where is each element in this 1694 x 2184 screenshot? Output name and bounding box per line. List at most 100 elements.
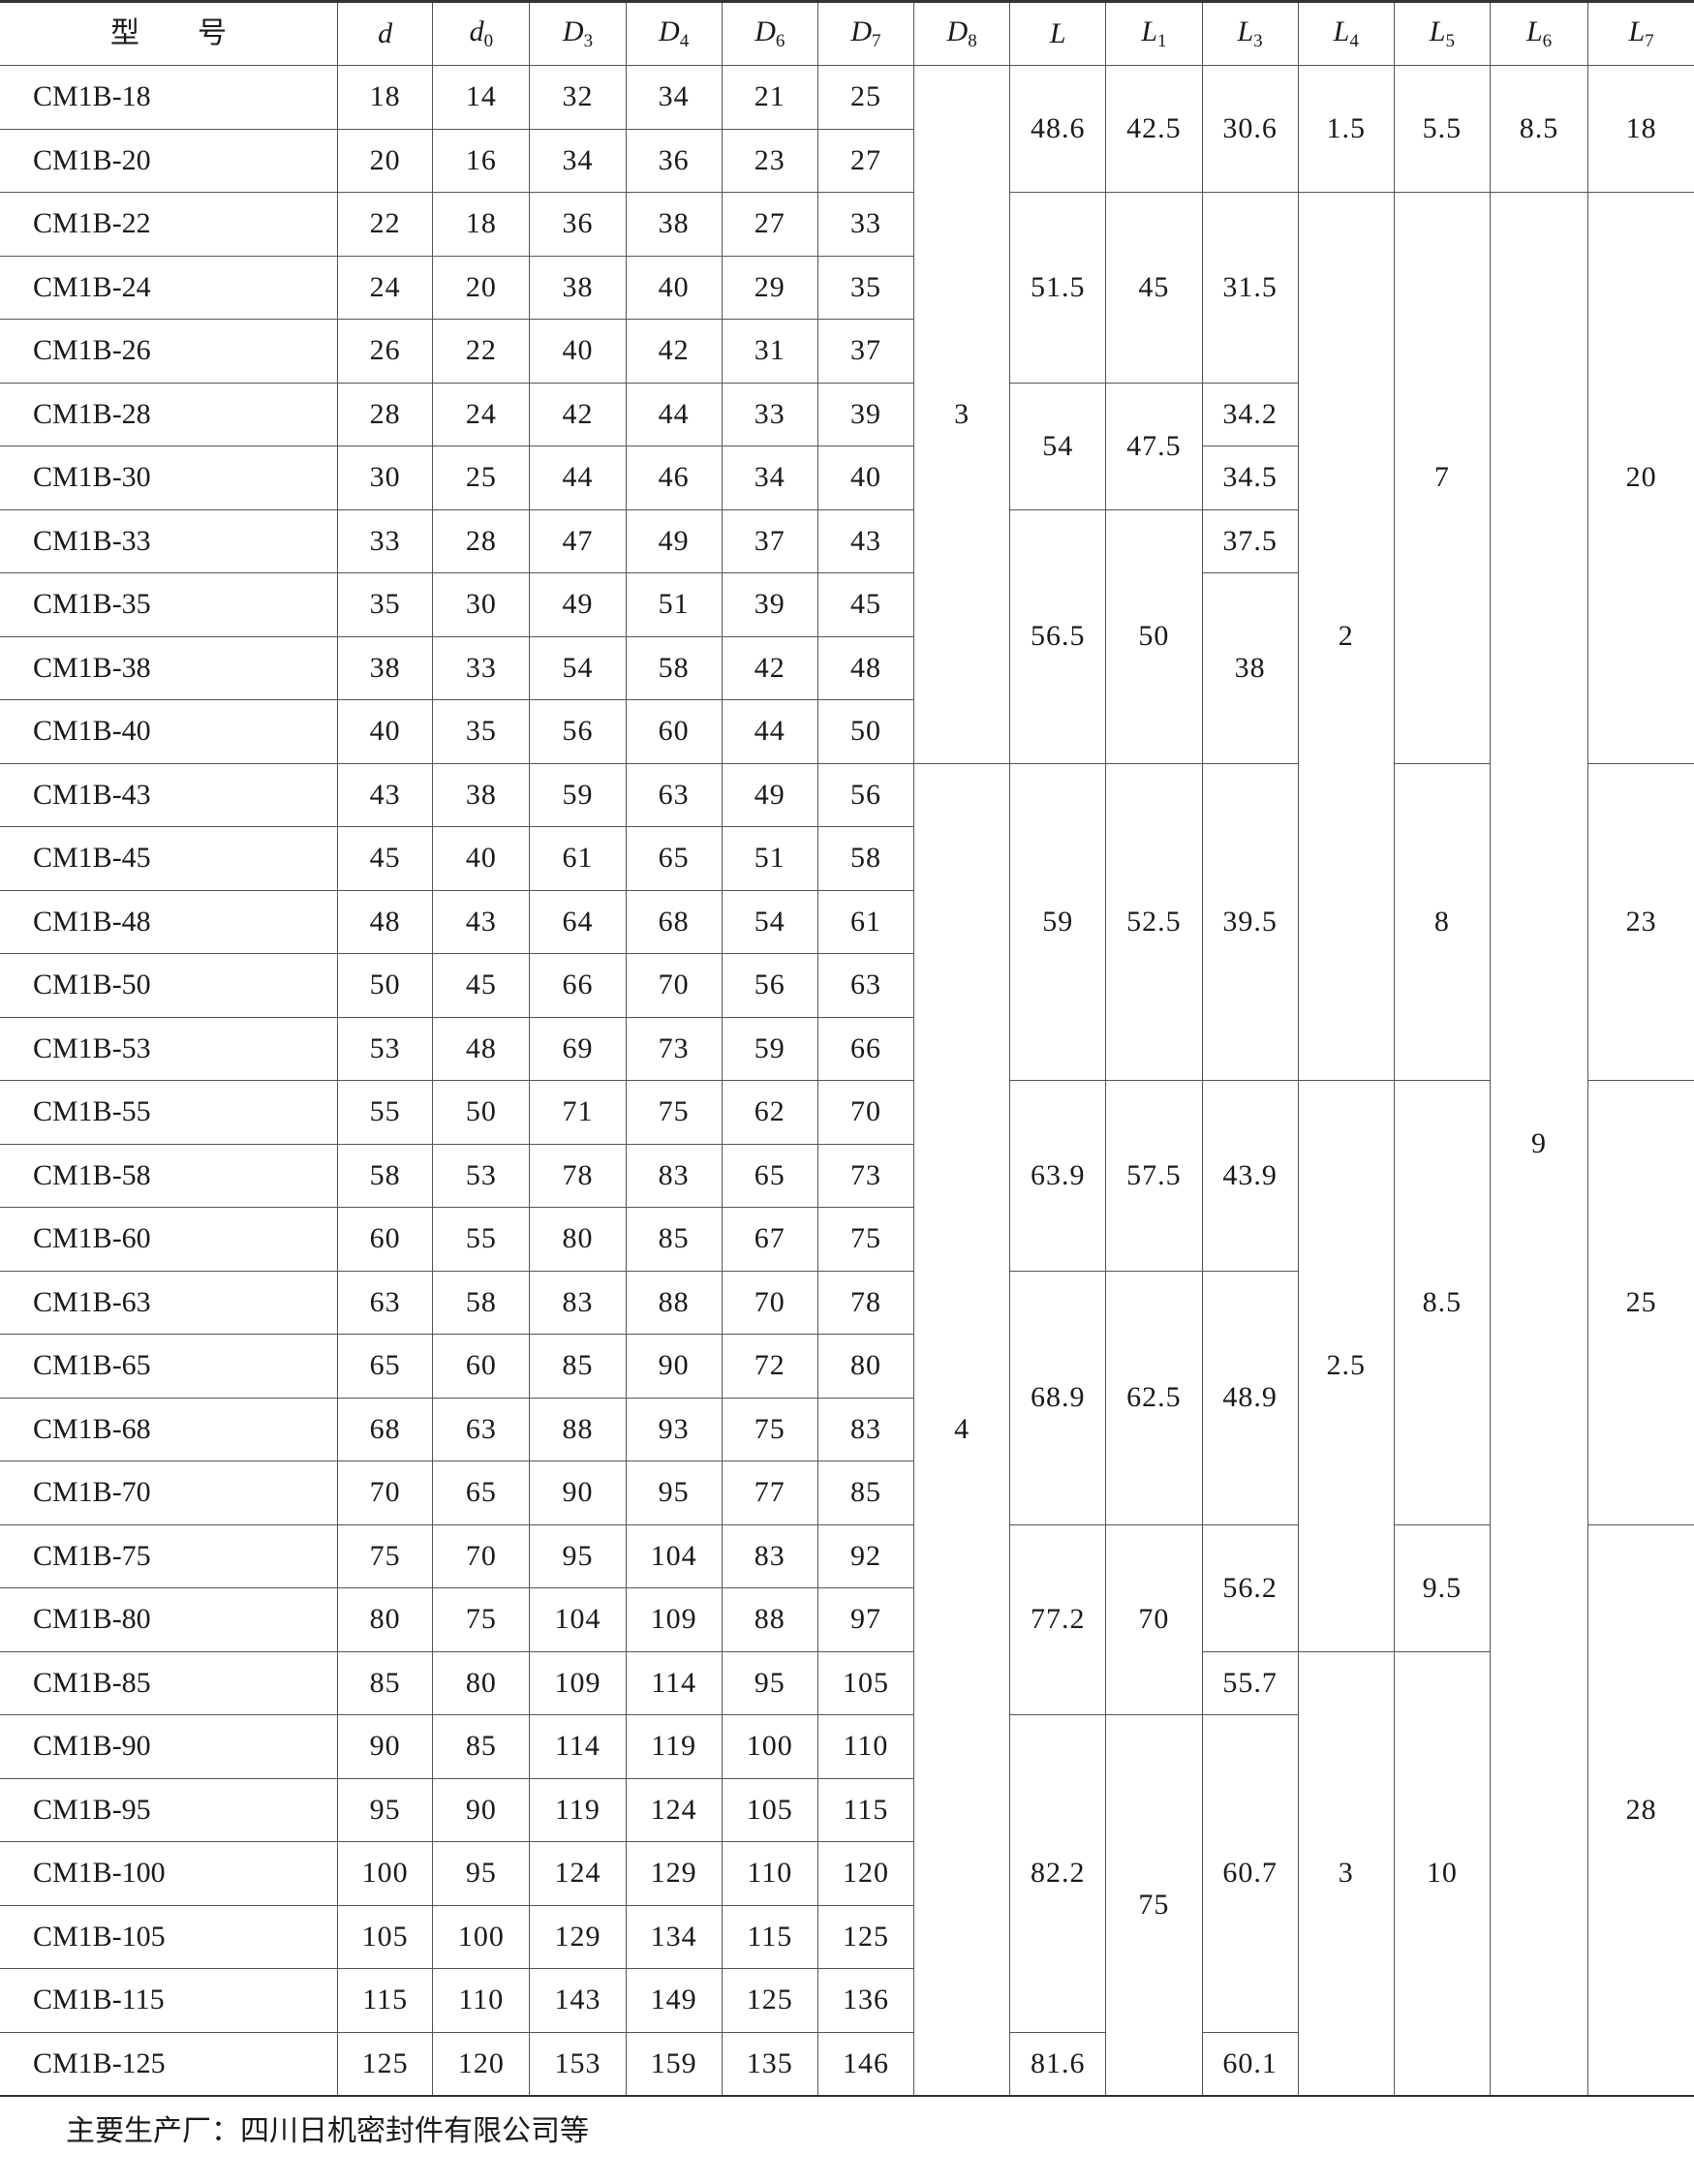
cell-D4: 65: [625, 826, 723, 891]
cell-D3: 88: [529, 1397, 627, 1461]
cell-d0: 58: [432, 1270, 531, 1335]
cell-model: CM1B-33: [0, 508, 339, 573]
table-row: CM1B-22 22 18 36 38 27 33 51.5 45 31.5 2 7 9 20: [0, 192, 1694, 2097]
cell-D4: 63: [625, 762, 723, 827]
cell-d: 100: [337, 1841, 434, 1906]
cell-D6: 29: [721, 255, 818, 320]
cell-D7: 110: [816, 1714, 915, 1779]
header-d0: d0: [432, 1, 531, 66]
cell-L: 59: [1009, 762, 1107, 1081]
cell-D7: 70: [816, 1080, 915, 1145]
cell-D3: 36: [529, 192, 627, 257]
cell-d: 55: [337, 1080, 434, 1145]
cell-d: 18: [337, 65, 434, 130]
cell-D7: 75: [816, 1207, 914, 1272]
cell-d0: 25: [432, 446, 531, 510]
cell-D7: 25: [816, 65, 915, 130]
cell-d0: 24: [432, 382, 531, 446]
cell-d0: 50: [432, 1080, 531, 1145]
cell-d0: 100: [432, 1904, 531, 1969]
cell-model: CM1B-65: [0, 1334, 339, 1399]
cell-D7: 39: [816, 382, 915, 446]
cell-L4: 3: [1297, 1650, 1395, 2097]
cell-D4: 88: [625, 1270, 723, 1335]
cell-D6: 56: [721, 953, 818, 1018]
cell-L1: 42.5: [1105, 65, 1203, 193]
cell-d0: 48: [432, 1016, 531, 1081]
cell-d0: 80: [432, 1650, 531, 1715]
cell-D4: 44: [625, 382, 723, 446]
cell-d0: 63: [432, 1397, 531, 1461]
cell-D6: 37: [721, 508, 818, 573]
cell-model: CM1B-45: [0, 826, 339, 891]
cell-D3: 66: [529, 953, 627, 1018]
cell-D4: 58: [625, 635, 723, 700]
cell-d: 60: [337, 1207, 434, 1272]
cell-d: 53: [337, 1016, 434, 1081]
cell-model: CM1B-95: [0, 1777, 339, 1842]
table-row: CM1B-28 28 24 42 44 33 39 54 47.5 34.2: [0, 382, 1694, 510]
cell-D4: 149: [625, 1968, 723, 2033]
cell-model: CM1B-55: [0, 1080, 339, 1145]
cell-D4: 109: [625, 1587, 723, 1652]
cell-D7: 92: [816, 1523, 915, 1588]
cell-L5: 10: [1393, 1650, 1491, 2097]
cell-D6: 44: [721, 699, 818, 764]
cell-D3: 153: [529, 2031, 627, 2097]
cell-D3: 95: [529, 1523, 627, 1588]
cell-L3: 34.5: [1201, 446, 1299, 510]
cell-D7: 48: [816, 635, 914, 700]
cell-D6: 72: [721, 1334, 818, 1399]
cell-D6: 62: [721, 1080, 818, 1145]
cell-d0: 60: [432, 1334, 531, 1399]
cell-d: 24: [337, 255, 434, 320]
cell-L3: 34.2: [1201, 382, 1299, 446]
cell-D3: 38: [529, 255, 627, 320]
table-row: CM1B-48 48 43 64 68 54 61: [0, 889, 1694, 954]
cell-D4: 36: [625, 128, 723, 193]
cell-d: 48: [337, 889, 434, 954]
cell-d0: 22: [432, 319, 531, 384]
cell-model: CM1B-125: [0, 2031, 339, 2097]
cell-D7: 73: [816, 1143, 914, 1208]
table-row: CM1B-70 70 65 90 95 77 85: [0, 1461, 1694, 1525]
cell-L6: 9: [1489, 192, 1589, 2097]
cell-d0: 75: [432, 1587, 531, 1652]
table-row: CM1B-80 80 75 104 109 88 97: [0, 1587, 1694, 1652]
cell-D3: 85: [529, 1334, 627, 1399]
cell-D7: 85: [816, 1461, 914, 1525]
table-row: CM1B-95 95 90 119 124 105 115: [0, 1777, 1694, 1842]
cell-L: 77.2: [1009, 1523, 1107, 1715]
cell-d: 38: [337, 635, 434, 700]
cell-d0: 38: [432, 762, 531, 827]
cell-d0: 16: [432, 128, 531, 193]
cell-D6: 77: [721, 1461, 818, 1525]
cell-D6: 21: [721, 65, 818, 130]
cell-model: CM1B-50: [0, 953, 339, 1018]
header-D7: D7: [816, 1, 915, 66]
cell-D4: 83: [625, 1143, 723, 1208]
cell-L1: 70: [1105, 1523, 1203, 1715]
cell-D6: 51: [721, 826, 818, 891]
cell-D6: 42: [721, 635, 818, 700]
cell-L7: 20: [1587, 192, 1694, 764]
cell-d0: 95: [432, 1841, 531, 1906]
cell-D3: 61: [529, 826, 627, 891]
cell-L7: 18: [1587, 65, 1694, 193]
cell-d: 30: [337, 446, 434, 510]
cell-d0: 43: [432, 889, 531, 954]
cell-d0: 45: [432, 953, 531, 1018]
table-row: CM1B-63 63 58 83 88 70 78 68.9 62.5 48.9: [0, 1270, 1694, 1525]
cell-d: 35: [337, 572, 434, 637]
cell-model: CM1B-20: [0, 128, 339, 193]
table-row: CM1B-115 115 110 143 149 125 136: [0, 1968, 1694, 2033]
cell-L3: 38: [1201, 572, 1299, 764]
cell-d: 105: [337, 1904, 434, 1969]
cell-D3: 78: [529, 1143, 627, 1208]
cell-d0: 53: [432, 1143, 531, 1208]
cell-D3: 32: [529, 65, 627, 130]
cell-D7: 35: [816, 255, 914, 320]
cell-L1: 52.5: [1105, 762, 1203, 1081]
cell-D7: 40: [816, 446, 915, 510]
cell-d: 90: [337, 1714, 434, 1779]
